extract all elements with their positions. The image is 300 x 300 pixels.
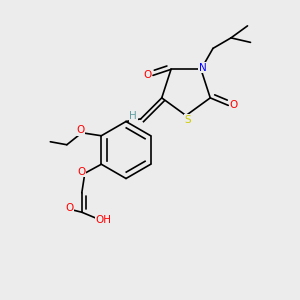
Text: O: O <box>76 125 84 135</box>
Text: S: S <box>184 115 191 125</box>
Text: O: O <box>77 167 85 177</box>
Text: H: H <box>129 112 137 122</box>
Text: OH: OH <box>96 215 112 225</box>
Text: N: N <box>199 63 206 73</box>
Text: O: O <box>65 203 73 213</box>
Text: O: O <box>143 70 152 80</box>
Text: O: O <box>230 100 238 110</box>
